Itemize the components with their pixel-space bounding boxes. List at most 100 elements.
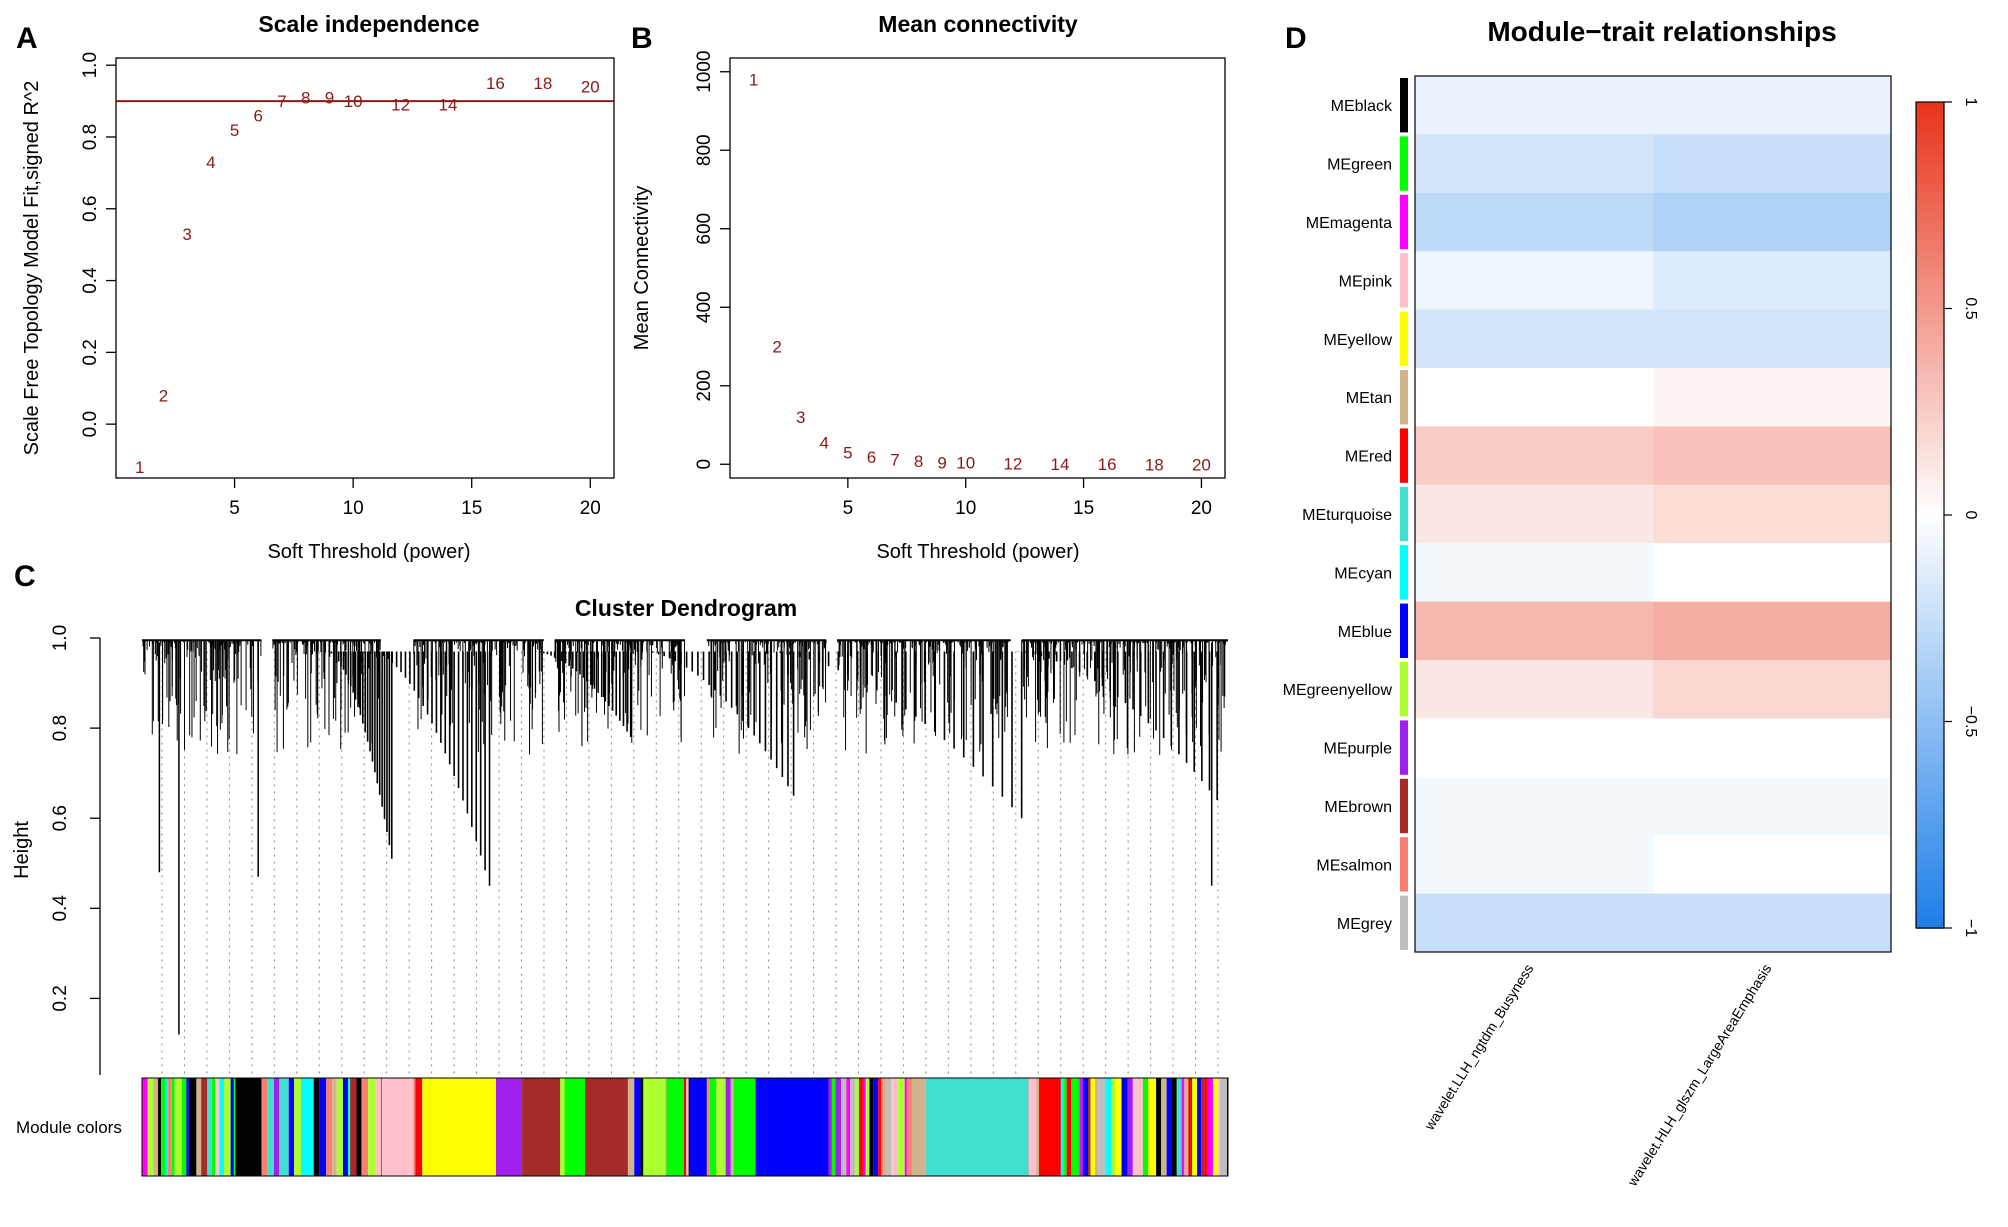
module-color-swatch bbox=[1400, 837, 1408, 892]
module-color-swatch bbox=[1400, 78, 1408, 133]
panel-letter-c: C bbox=[14, 560, 36, 593]
scale-independence-point-label: 20 bbox=[581, 78, 600, 97]
scale-independence-ytick-label: 0.0 bbox=[80, 411, 101, 437]
mean-connectivity-point-label: 5 bbox=[843, 443, 852, 462]
scale-independence-ytick-label: 0.4 bbox=[80, 267, 101, 294]
colorbar-gradient-segment bbox=[1916, 879, 1944, 888]
scale-independence-xtick-label: 20 bbox=[580, 498, 601, 519]
scale-independence-plot-box bbox=[115, 57, 615, 479]
colorbar-gradient-segment bbox=[1916, 411, 1944, 420]
scale-independence-xtick-label: 10 bbox=[343, 498, 364, 519]
colorbar-gradient-segment bbox=[1916, 294, 1944, 303]
colorbar-gradient-segment bbox=[1916, 762, 1944, 771]
module-color-stripe bbox=[348, 1078, 351, 1176]
colorbar-gradient-segment bbox=[1916, 769, 1944, 778]
module-color-stripe bbox=[865, 1078, 870, 1176]
dendrogram-ytick-label: 0.4 bbox=[50, 895, 71, 922]
module-color-swatch bbox=[1400, 253, 1408, 308]
module-color-stripe bbox=[153, 1078, 159, 1176]
module-color-stripe bbox=[1142, 1078, 1149, 1176]
colorbar-gradient-segment bbox=[1916, 446, 1944, 454]
colorbar-gradient-segment bbox=[1916, 852, 1944, 860]
colorbar-gradient-segment bbox=[1916, 102, 1944, 110]
heatmap-row-label: MEtan bbox=[1346, 390, 1392, 407]
colorbar-gradient-segment bbox=[1916, 246, 1944, 255]
module-color-stripe bbox=[850, 1078, 856, 1176]
module-color-stripe bbox=[326, 1078, 333, 1176]
colorbar-gradient-segment bbox=[1916, 907, 1944, 916]
module-color-stripe bbox=[207, 1078, 212, 1176]
mean-connectivity-plot-box bbox=[729, 57, 1226, 479]
heatmap-cell bbox=[1653, 426, 1891, 486]
module-color-stripe bbox=[1148, 1078, 1154, 1176]
module-color-stripe bbox=[873, 1078, 879, 1176]
module-color-stripe bbox=[855, 1078, 859, 1176]
module-color-stripe bbox=[858, 1078, 863, 1176]
heatmap-row-label: MEgreen bbox=[1327, 157, 1392, 174]
heatmap-cell bbox=[1415, 76, 1653, 135]
scale-independence-xlabel: Soft Threshold (power) bbox=[267, 541, 470, 563]
module-color-stripe bbox=[1079, 1078, 1083, 1176]
module-color-stripe bbox=[835, 1078, 842, 1176]
module-color-stripe bbox=[1127, 1078, 1133, 1176]
module-color-stripe bbox=[215, 1078, 220, 1176]
colorbar-gradient-segment bbox=[1916, 274, 1944, 282]
colorbar-gradient-segment bbox=[1916, 714, 1944, 723]
module-color-stripe bbox=[1181, 1078, 1185, 1176]
colorbar-gradient-segment bbox=[1916, 253, 1944, 262]
scale-independence-point-label: 8 bbox=[301, 88, 310, 107]
scale-independence-point-label: 4 bbox=[206, 153, 215, 172]
module-color-stripe bbox=[634, 1078, 641, 1176]
module-color-stripe bbox=[224, 1078, 231, 1176]
colorbar-gradient-segment bbox=[1916, 391, 1944, 399]
colorbar-gradient-segment bbox=[1916, 528, 1944, 537]
scale-independence-point-label: 5 bbox=[230, 121, 239, 140]
colorbar-gradient-segment bbox=[1916, 645, 1944, 654]
module-color-stripe bbox=[260, 1078, 268, 1176]
heatmap-cell bbox=[1415, 426, 1653, 486]
mean-connectivity-ytick-label: 1000 bbox=[694, 51, 715, 93]
colorbar-gradient-segment bbox=[1916, 459, 1944, 468]
module-color-stripe bbox=[1115, 1078, 1122, 1176]
module-color-stripe bbox=[683, 1078, 687, 1176]
mean-connectivity-xtick-label: 20 bbox=[1191, 498, 1212, 519]
colorbar-gradient-segment bbox=[1916, 831, 1944, 840]
colorbar-tick-label: 1 bbox=[1962, 98, 1979, 107]
colorbar-gradient-segment bbox=[1916, 872, 1944, 881]
heatmap-cell bbox=[1653, 835, 1891, 895]
module-color-swatch bbox=[1400, 486, 1408, 542]
heatmap-cell bbox=[1653, 134, 1891, 194]
module-color-stripe bbox=[1171, 1078, 1177, 1176]
scale-independence-ylabel: Scale Free Topology Model Fit,signed R^2 bbox=[21, 81, 43, 456]
module-color-stripe bbox=[267, 1078, 274, 1176]
scale-independence-ytick-label: 0.8 bbox=[80, 124, 101, 150]
scale-independence-xtick-label: 15 bbox=[461, 498, 482, 519]
colorbar-gradient-segment bbox=[1916, 404, 1944, 413]
colorbar-gradient-segment bbox=[1916, 336, 1944, 344]
colorbar-gradient-segment bbox=[1916, 480, 1944, 489]
module-color-purple bbox=[496, 1078, 523, 1176]
module-color-swatch bbox=[1400, 662, 1408, 717]
module-color-tan bbox=[913, 1078, 927, 1176]
module-color-greenyellow bbox=[643, 1078, 666, 1176]
module-color-stripe bbox=[824, 1078, 832, 1176]
colorbar-gradient-segment bbox=[1916, 150, 1944, 158]
module-color-stripe bbox=[686, 1078, 689, 1176]
heatmap-cell bbox=[1415, 192, 1653, 252]
colorbar-gradient-segment bbox=[1916, 755, 1944, 764]
colorbar-gradient-segment bbox=[1916, 219, 1944, 227]
mean-connectivity-xlabel: Soft Threshold (power) bbox=[876, 541, 1079, 563]
module-color-swatch bbox=[1400, 428, 1408, 483]
heatmap-row-label: MEred bbox=[1345, 449, 1392, 466]
dendrogram-ytick-label: 0.6 bbox=[50, 805, 71, 831]
module-color-stripe bbox=[891, 1078, 899, 1176]
module-color-stripe bbox=[1166, 1078, 1172, 1176]
dendrogram-ylabel: Height bbox=[11, 821, 33, 879]
module-color-swatch bbox=[1400, 720, 1408, 775]
dendrogram-title: Cluster Dendrogram bbox=[575, 595, 797, 621]
heatmap-row-label: MEsalmon bbox=[1316, 857, 1392, 874]
module-color-stripe bbox=[332, 1078, 337, 1176]
module-color-stripe bbox=[368, 1078, 376, 1176]
module-color-stripe bbox=[342, 1078, 349, 1176]
mean-connectivity-title: Mean connectivity bbox=[878, 11, 1078, 37]
